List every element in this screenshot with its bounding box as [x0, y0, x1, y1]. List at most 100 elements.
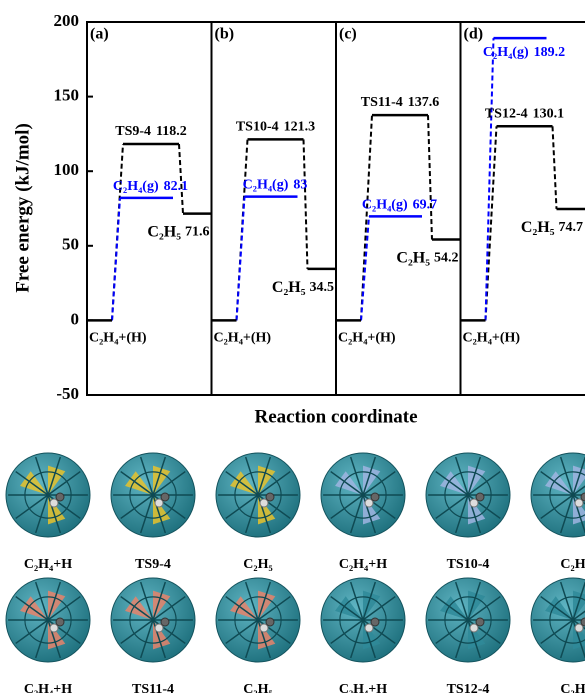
adsorbate: [155, 624, 163, 632]
cluster: [6, 578, 90, 662]
gas-value: 82.1: [164, 179, 189, 194]
ts-name: TS10-4: [236, 120, 279, 135]
structure-caption: C₂H₄+H: [24, 557, 72, 572]
end-name: C₂H₅: [521, 219, 555, 236]
gas-name: C₂H₄(g): [362, 198, 408, 213]
structure-caption: C₂H₅: [243, 682, 272, 693]
structure-caption: TS9-4: [135, 557, 171, 572]
ts-label: TS11-4 137.6: [361, 95, 440, 110]
connector: [361, 115, 372, 320]
cluster: [321, 578, 405, 662]
ts-label: TS10-4 121.3: [236, 120, 315, 135]
end-label: C₂H₅ 74.7: [521, 219, 583, 236]
panel-label: (b): [215, 26, 235, 43]
end-label: C₂H₅ 71.6: [147, 223, 209, 240]
adsorbate: [581, 618, 585, 626]
connector: [112, 198, 120, 320]
y-tick-label: 200: [54, 11, 80, 30]
adsorbate: [371, 618, 379, 626]
figure: Free energy (kJ/mol) Reaction coordinate…: [0, 0, 585, 693]
adsorbate: [155, 499, 163, 507]
adsorbate: [56, 493, 64, 501]
start-name: C₂H₄+(H): [338, 331, 396, 346]
adsorbate: [161, 618, 169, 626]
adsorbate: [260, 624, 268, 632]
panel-label: (c): [339, 26, 357, 43]
ts-value: 137.6: [408, 95, 440, 110]
structure-caption: TS12-4: [447, 682, 490, 693]
structure-caption: C₂H: [560, 682, 585, 693]
cluster: [111, 453, 195, 537]
end-label: C₂H₅ 34.5: [272, 279, 334, 296]
panel-label: (d): [464, 26, 484, 43]
cluster: [531, 578, 585, 662]
structure-caption: C₂H₄+H: [24, 682, 72, 693]
y-tick-label: 100: [54, 160, 80, 179]
adsorbate: [476, 493, 484, 501]
connector: [237, 197, 245, 321]
page: Free energy (kJ/mol) Reaction coordinate…: [0, 0, 585, 693]
adsorbate: [260, 499, 268, 507]
gas-name: C₂H₄(g): [483, 45, 529, 60]
end-value: 74.7: [559, 220, 584, 235]
adsorbate: [575, 624, 583, 632]
adsorbate: [56, 618, 64, 626]
y-axis-label: Free energy (kJ/mol): [12, 123, 33, 293]
gas-label: C₂H₄(g)189.2: [483, 45, 565, 60]
ts-value: 130.1: [533, 107, 565, 122]
structure-caption: TS11-4: [132, 682, 174, 693]
start-name: C₂H₄+(H): [463, 331, 521, 346]
y-tick-label: 50: [62, 235, 79, 254]
cluster: [216, 453, 300, 537]
gas-name: C₂H₄(g): [113, 179, 159, 194]
end-value: 34.5: [310, 280, 335, 295]
cluster: [531, 453, 585, 537]
structure-caption: TS10-4: [447, 557, 490, 572]
cluster: [216, 578, 300, 662]
adsorbate: [161, 493, 169, 501]
gas-label: C₂H₄(g) 69.7: [362, 198, 437, 213]
connector: [486, 38, 494, 320]
ts-name: TS12-4: [485, 107, 528, 122]
cluster: [111, 578, 195, 662]
y-tick-label: 0: [71, 309, 80, 328]
gas-value: 69.7: [413, 198, 438, 213]
connector: [486, 126, 497, 320]
start-name: C₂H₄+(H): [89, 331, 147, 346]
ts-name: TS9-4: [115, 124, 151, 139]
start-name: C₂H₄+(H): [214, 331, 272, 346]
structure-caption: C₂H: [560, 557, 585, 572]
ts-label: TS12-4 130.1: [485, 107, 564, 122]
y-tick-label: -50: [56, 384, 79, 403]
ts-value: 121.3: [284, 120, 316, 135]
structure-caption: C₂H₄+H: [339, 682, 387, 693]
gas-value: 83: [293, 178, 307, 193]
adsorbate: [50, 499, 58, 507]
adsorbate: [371, 493, 379, 501]
cluster: [6, 453, 90, 537]
adsorbate: [365, 624, 373, 632]
ts-label: TS9-4 118.2: [115, 124, 187, 139]
adsorbate: [266, 618, 274, 626]
gas-name: C₂H₄(g): [243, 178, 289, 193]
end-value: 71.6: [185, 225, 210, 240]
structure-caption: C₂H₄+H: [339, 557, 387, 572]
connector: [304, 139, 308, 269]
end-value: 54.2: [434, 251, 459, 266]
connector: [553, 126, 557, 209]
cluster: [426, 453, 510, 537]
cluster: [426, 578, 510, 662]
adsorbate: [365, 499, 373, 507]
adsorbate: [50, 624, 58, 632]
y-tick-label: 150: [54, 86, 80, 105]
adsorbate: [470, 499, 478, 507]
structure-caption: C₂H₅: [243, 557, 272, 572]
adsorbate: [575, 499, 583, 507]
ts-value: 118.2: [156, 124, 187, 139]
adsorbate: [476, 618, 484, 626]
end-name: C₂H₅: [272, 279, 306, 296]
ts-name: TS11-4: [361, 95, 403, 110]
adsorbate: [470, 624, 478, 632]
end-name: C₂H₅: [147, 223, 181, 240]
